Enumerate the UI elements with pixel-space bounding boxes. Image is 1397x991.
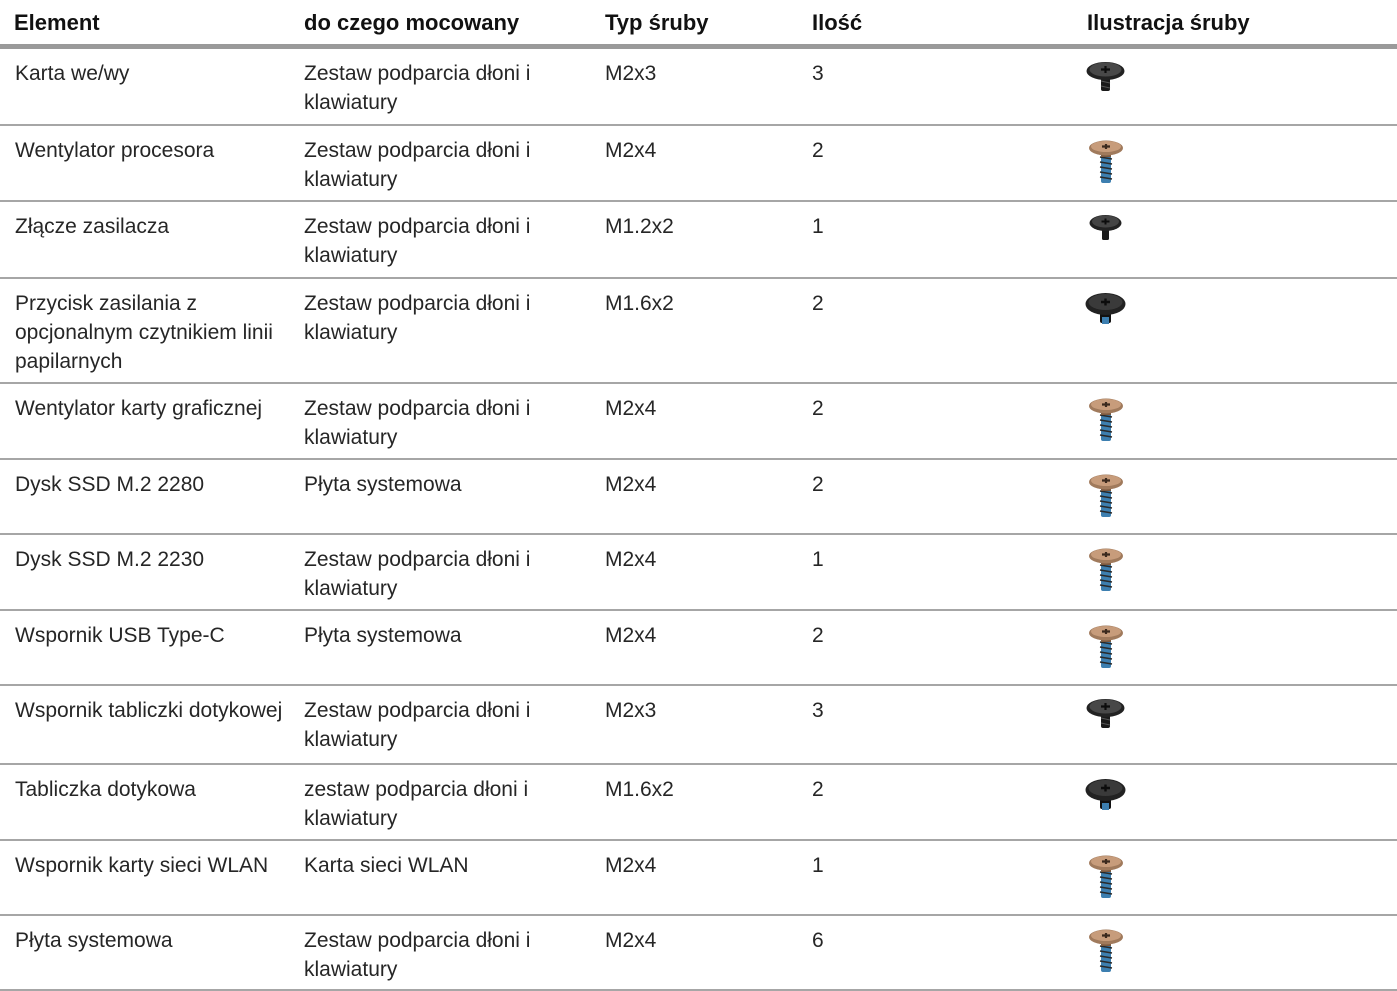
cell-element: Wentylator procesora (0, 125, 290, 202)
cell-element: Wspornik USB Type-C (0, 610, 290, 686)
cell-quantity: 3 (798, 46, 1073, 126)
cell-element: Dysk SSD M.2 2280 (0, 459, 290, 535)
cell-illustration (1073, 685, 1397, 765)
cell-attached-to: Zestaw podparcia dłoni i klawiatury (290, 915, 591, 991)
table-row: Wspornik karty sieci WLAN Karta sieci WLA… (0, 840, 1397, 916)
cell-screw-type: M1.2x2 (591, 201, 798, 279)
cell-screw-type: M2x4 (591, 915, 798, 991)
header-screw-type: Typ śruby (591, 0, 798, 49)
cell-element: Przycisk zasilania z opcjonalnym czytnik… (0, 278, 290, 384)
cell-element: Wentylator karty graficznej (0, 383, 290, 460)
cell-screw-type: M2x3 (591, 685, 798, 765)
table-row: Płyta systemowa Zestaw podparcia dłoni i … (0, 915, 1397, 991)
cell-screw-type: M2x3 (591, 46, 798, 126)
screw-black-short-icon (1073, 59, 1397, 99)
cell-attached-to: zestaw podparcia dłoni i klawiatury (290, 764, 591, 841)
cell-illustration (1073, 534, 1397, 611)
cell-attached-to: Karta sieci WLAN (290, 840, 591, 916)
table-row: Dysk SSD M.2 2280 Płyta systemowa M2x4 2 (0, 459, 1397, 535)
header-quantity: Ilość (798, 0, 1073, 49)
cell-attached-to: Płyta systemowa (290, 610, 591, 686)
screw-bronze-long-icon (1073, 395, 1397, 441)
cell-attached-to: Zestaw podparcia dłoni i klawiatury (290, 125, 591, 202)
cell-screw-type: M2x4 (591, 840, 798, 916)
cell-element: Dysk SSD M.2 2230 (0, 534, 290, 611)
table-row: Wspornik tabliczki dotykowej Zestaw podpa… (0, 685, 1397, 765)
cell-element: Tabliczka dotykowa (0, 764, 290, 841)
cell-illustration (1073, 201, 1397, 279)
screw-bronze-long-icon (1073, 137, 1397, 183)
cell-quantity: 1 (798, 201, 1073, 279)
cell-quantity: 2 (798, 278, 1073, 384)
cell-illustration (1073, 459, 1397, 535)
cell-illustration (1073, 764, 1397, 841)
cell-element: Karta we/wy (0, 46, 290, 126)
cell-quantity: 2 (798, 125, 1073, 202)
cell-screw-type: M1.6x2 (591, 764, 798, 841)
cell-quantity: 3 (798, 685, 1073, 765)
cell-attached-to: Płyta systemowa (290, 459, 591, 535)
screw-bronze-long-icon (1073, 926, 1397, 972)
cell-quantity: 1 (798, 534, 1073, 611)
cell-illustration (1073, 840, 1397, 916)
cell-illustration (1073, 383, 1397, 460)
cell-illustration (1073, 278, 1397, 384)
cell-attached-to: Zestaw podparcia dłoni i klawiatury (290, 685, 591, 765)
cell-element: Złącze zasilacza (0, 201, 290, 279)
cell-illustration (1073, 610, 1397, 686)
cell-quantity: 2 (798, 764, 1073, 841)
table-row: Tabliczka dotykowa zestaw podparcia dłoni… (0, 764, 1397, 841)
cell-illustration (1073, 125, 1397, 202)
cell-screw-type: M2x4 (591, 459, 798, 535)
cell-quantity: 2 (798, 610, 1073, 686)
cell-attached-to: Zestaw podparcia dłoni i klawiatury (290, 383, 591, 460)
cell-screw-type: M2x4 (591, 383, 798, 460)
table-row: Dysk SSD M.2 2230 Zestaw podparcia dłoni … (0, 534, 1397, 611)
screw-black-wide-icon (1073, 775, 1397, 815)
cell-quantity: 1 (798, 840, 1073, 916)
header-illustration: Ilustracja śruby (1073, 0, 1397, 49)
cell-quantity: 6 (798, 915, 1073, 991)
cell-attached-to: Zestaw podparcia dłoni i klawiatury (290, 201, 591, 279)
header-row: Element do czego mocowany Typ śruby Iloś… (0, 0, 1397, 49)
cell-attached-to: Zestaw podparcia dłoni i klawiatury (290, 278, 591, 384)
cell-attached-to: Zestaw podparcia dłoni i klawiatury (290, 46, 591, 126)
cell-screw-type: M2x4 (591, 610, 798, 686)
screw-black-short-icon (1073, 696, 1397, 736)
cell-illustration (1073, 46, 1397, 126)
table-row: Karta we/wy Zestaw podparcia dłoni i klaw… (0, 46, 1397, 126)
cell-element: Wspornik karty sieci WLAN (0, 840, 290, 916)
header-attached-to: do czego mocowany (290, 0, 591, 49)
header-element: Element (0, 0, 290, 49)
cell-element: Płyta systemowa (0, 915, 290, 991)
table-row: Złącze zasilacza Zestaw podparcia dłoni i… (0, 201, 1397, 279)
cell-element: Wspornik tabliczki dotykowej (0, 685, 290, 765)
screw-black-wide-icon (1073, 289, 1397, 329)
screw-bronze-long-icon (1073, 622, 1397, 668)
screw-bronze-long-icon (1073, 852, 1397, 898)
table-row: Wentylator karty graficznej Zestaw podpar… (0, 383, 1397, 460)
screw-bronze-long-icon (1073, 471, 1397, 517)
table-row: Wentylator procesora Zestaw podparcia dło… (0, 125, 1397, 202)
cell-screw-type: M2x4 (591, 534, 798, 611)
cell-screw-type: M2x4 (591, 125, 798, 202)
table-row: Wspornik USB Type-C Płyta systemowa M2x4 2 (0, 610, 1397, 686)
cell-quantity: 2 (798, 459, 1073, 535)
cell-illustration (1073, 915, 1397, 991)
screw-black-small-icon (1073, 212, 1397, 252)
cell-attached-to: Zestaw podparcia dłoni i klawiatury (290, 534, 591, 611)
screw-bronze-long-icon (1073, 545, 1397, 591)
cell-screw-type: M1.6x2 (591, 278, 798, 384)
table-row: Przycisk zasilania z opcjonalnym czytnik… (0, 278, 1397, 384)
cell-quantity: 2 (798, 383, 1073, 460)
